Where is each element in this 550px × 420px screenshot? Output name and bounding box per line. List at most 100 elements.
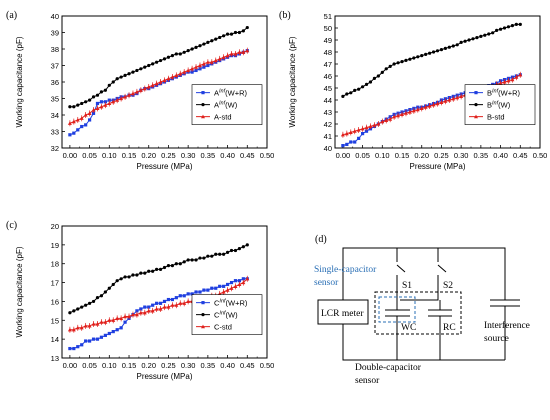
data-point [237, 279, 242, 283]
data-point [237, 282, 242, 287]
x-axis-label: Pressure (MPa) [136, 162, 192, 171]
data-point [388, 117, 393, 121]
y-axis-label: Working capacitance (pF) [288, 36, 297, 127]
data-point [182, 301, 187, 305]
data-point [233, 279, 238, 283]
data-point [131, 273, 135, 277]
data-point [174, 52, 178, 56]
data-point [84, 123, 88, 127]
data-point [222, 34, 226, 38]
chart-panel-a: (a) 0.00 0.05 0.10 0.15 0.20 0.25 0.30 0.35 0.40 0… [6, 10, 274, 171]
x-tick-label: 0.50 [260, 151, 275, 160]
data-point [166, 76, 171, 81]
data-point [400, 60, 404, 64]
data-point [95, 101, 100, 106]
interference-source-label-1: Interference [484, 320, 530, 331]
data-point [241, 50, 246, 54]
data-point [392, 62, 396, 66]
data-point [80, 305, 84, 309]
data-point [83, 323, 88, 328]
data-point [229, 248, 234, 253]
data-point [91, 322, 96, 326]
x-tick-label: 0.10 [102, 361, 117, 370]
data-point [95, 93, 100, 97]
data-point [384, 118, 389, 122]
data-point [233, 30, 238, 35]
data-point [411, 108, 416, 113]
data-point [119, 326, 123, 330]
data-point [158, 58, 163, 63]
data-point [463, 39, 467, 43]
data-point [352, 129, 357, 133]
data-point [111, 318, 116, 322]
data-point [75, 117, 80, 122]
data-point [510, 77, 515, 82]
switch-s2-label: S2 [443, 281, 453, 291]
data-point [143, 65, 147, 69]
data-point [83, 113, 88, 117]
data-point [186, 292, 190, 296]
data-point [443, 99, 448, 103]
data-point [198, 256, 202, 260]
data-point [376, 122, 381, 126]
data-point [388, 64, 392, 68]
data-point [194, 258, 198, 262]
data-point [95, 337, 100, 341]
data-point [190, 70, 194, 74]
data-point [150, 308, 155, 313]
data-point [76, 128, 80, 132]
data-point [368, 80, 373, 84]
data-point [498, 27, 503, 31]
data-point [237, 30, 242, 35]
data-point [518, 72, 523, 77]
data-point [214, 37, 218, 41]
data-point [119, 277, 123, 281]
data-point [214, 252, 218, 256]
data-point [431, 102, 436, 107]
data-point [115, 279, 119, 283]
data-point [412, 56, 416, 60]
y-axis-label: Working capacitance (pF) [15, 36, 24, 127]
data-point [80, 343, 84, 347]
data-point [210, 286, 214, 290]
data-point [95, 106, 100, 110]
wire-top-left [342, 247, 506, 300]
data-point [146, 308, 151, 313]
data-point [384, 67, 388, 71]
rc-label: RC [443, 323, 456, 333]
legend-label: AInf(W) [214, 101, 238, 110]
data-point [182, 294, 186, 298]
data-point [72, 131, 76, 135]
data-point [349, 140, 353, 144]
data-point [139, 271, 143, 275]
data-point [396, 113, 401, 118]
data-point [186, 49, 190, 53]
data-point [229, 286, 234, 290]
data-point [170, 54, 174, 58]
switch-s1-label: S1 [402, 281, 412, 291]
data-point [123, 275, 127, 279]
data-point [143, 271, 147, 275]
data-point [91, 108, 96, 112]
data-point [471, 37, 475, 41]
data-point [115, 98, 120, 102]
data-point [210, 254, 214, 258]
data-point [237, 50, 242, 54]
data-point [241, 29, 245, 33]
y-tick-label: 33 [51, 128, 59, 137]
data-point [87, 98, 92, 102]
data-point [447, 98, 452, 102]
legend-marker [201, 301, 205, 305]
data-point [155, 60, 159, 64]
y-tick-label: 34 [51, 111, 59, 120]
data-point [202, 288, 206, 292]
data-point [186, 258, 190, 262]
data-point [107, 318, 112, 322]
data-point [353, 88, 357, 92]
data-point [182, 50, 186, 54]
series-line [342, 23, 521, 97]
x-tick-label: 0.45 [240, 361, 255, 370]
x-tick-label: 0.20 [414, 151, 429, 160]
data-point [123, 314, 128, 319]
data-point [459, 94, 464, 98]
